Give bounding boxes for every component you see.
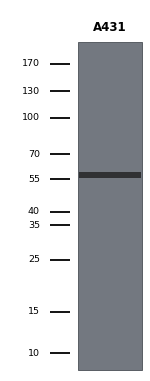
Text: 130: 130	[22, 86, 40, 96]
Text: 10: 10	[28, 349, 40, 358]
Text: 170: 170	[22, 59, 40, 68]
Bar	[78, 42, 142, 370]
Text: 35: 35	[28, 221, 40, 230]
Text: 15: 15	[28, 307, 40, 316]
Bar	[79, 172, 141, 178]
Text: A431: A431	[93, 21, 127, 34]
Text: 40: 40	[28, 207, 40, 216]
Text: 25: 25	[28, 255, 40, 264]
Text: 100: 100	[22, 114, 40, 122]
Text: 55: 55	[28, 174, 40, 184]
Text: 70: 70	[28, 150, 40, 159]
